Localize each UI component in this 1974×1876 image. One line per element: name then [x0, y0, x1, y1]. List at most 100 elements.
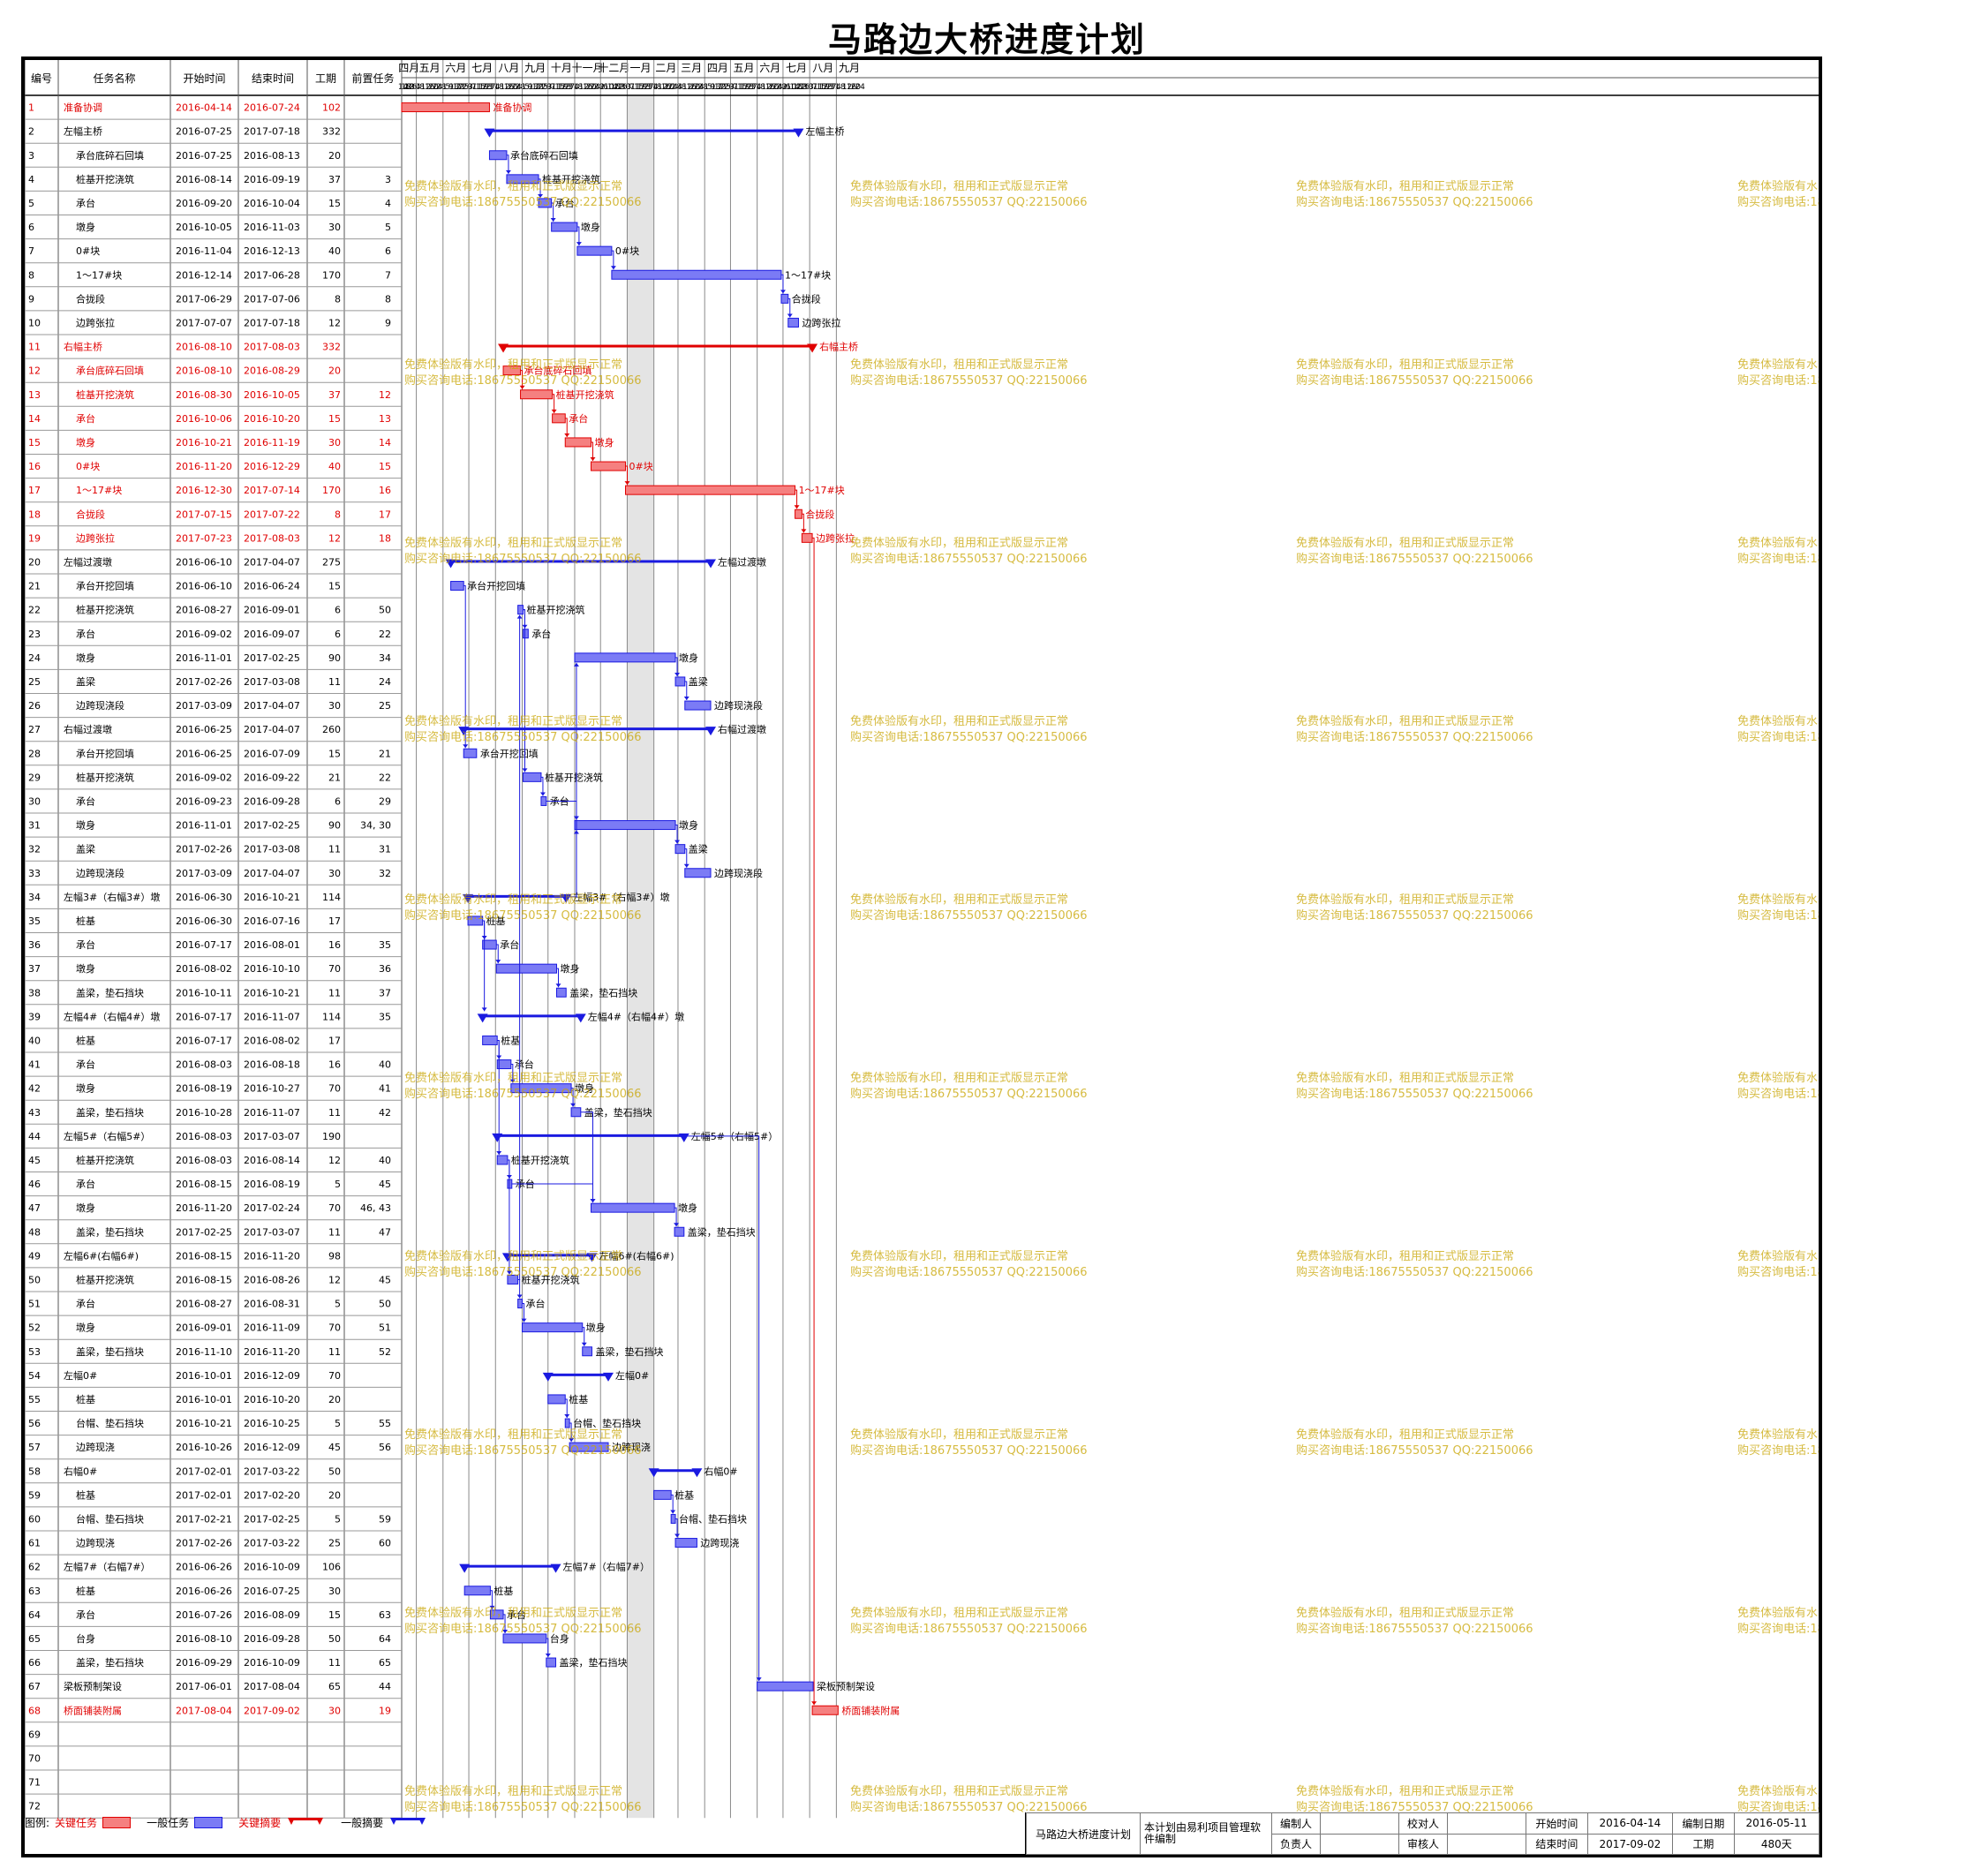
task-id: 60 [28, 1513, 41, 1525]
summary-start-marker [492, 1133, 503, 1142]
task-duration: 8 [335, 509, 341, 520]
watermark-text: 购买咨询电话:18675550537 QQ:22150066 [1296, 730, 1533, 744]
dependency-link [517, 1278, 521, 1299]
task-end: 2016-10-20 [244, 1394, 300, 1405]
bar-label: 左幅4#（右幅4#）墩 [588, 1010, 684, 1022]
day-tick-label: 8 [577, 83, 583, 92]
task-id: 26 [28, 700, 41, 712]
day-tick-label: 23 [561, 83, 571, 92]
gantt-frame: 四月 14 18 22 26 30 五月 4 8 12 16 20 24 28 六月 1 5 9 13 17 21 25 2… [21, 57, 1822, 1857]
dependency-arrow [550, 218, 556, 222]
task-id: 44 [28, 1131, 41, 1142]
bar-label: 桩基 [501, 1034, 520, 1046]
bar-label: 左幅7#（右幅7#） [563, 1561, 650, 1573]
task-id: 15 [28, 437, 41, 448]
day-tick-label: 22 [614, 83, 623, 92]
day-tick-label: 17 [714, 83, 724, 92]
task-name: 右幅主桥 [64, 341, 102, 353]
task-bar [522, 629, 529, 639]
task-name: 左幅7#（右幅7#） [64, 1561, 150, 1573]
task-predecessor: 36 [379, 963, 391, 975]
task-start: 2016-10-01 [176, 1394, 232, 1405]
dependency-arrow [674, 840, 681, 844]
dependency-arrow [570, 1103, 576, 1107]
task-duration: 12 [328, 1155, 341, 1166]
task-start: 2016-07-26 [176, 1609, 232, 1621]
task-id: 6 [28, 222, 34, 233]
day-tick-label: 9 [528, 83, 533, 92]
dependency-arrow [576, 242, 582, 246]
task-end: 2016-10-10 [244, 963, 300, 975]
task-start: 2017-03-09 [176, 700, 232, 712]
task-duration: 20 [328, 1394, 341, 1405]
task-start: 2016-12-30 [176, 485, 232, 496]
task-bar [576, 245, 613, 256]
task-name: 梁板预制架设 [64, 1680, 122, 1692]
task-id: 48 [28, 1226, 41, 1238]
bar-label: 桩基 [494, 1585, 513, 1597]
bar-label: 左幅过渡墩 [718, 555, 766, 568]
task-end: 2017-06-28 [244, 269, 300, 281]
legend-critical-label: 关键任务 [55, 1816, 98, 1829]
task-duration: 90 [328, 652, 341, 664]
task-start: 2016-04-14 [176, 102, 232, 114]
task-end: 2016-08-13 [244, 150, 300, 162]
task-duration: 6 [335, 795, 341, 807]
task-duration: 11 [328, 1226, 341, 1238]
bar-label: 承台 [555, 197, 575, 209]
dependency-arrow [519, 385, 525, 389]
task-id: 62 [28, 1562, 41, 1573]
task-name: 右幅0# [64, 1465, 97, 1477]
task-duration: 45 [328, 1442, 341, 1453]
watermark-text: 购买咨询电话:18675550537 QQ:22150066 [1737, 373, 1819, 388]
task-duration: 12 [328, 532, 341, 544]
task-name: 右幅过渡墩 [64, 723, 112, 735]
dependency-arrow [551, 409, 557, 413]
day-tick-label: 26 [407, 83, 418, 92]
watermark-text: 免费体验版有水印，租用和正式版显示正常 [1737, 536, 1819, 550]
dependency-arrow [624, 481, 630, 486]
task-id: 34 [28, 892, 41, 903]
day-tick-label: 12 [761, 83, 771, 92]
day-tick-label: 19 [478, 83, 489, 92]
bar-label: 桩基开挖浇筑 [556, 388, 614, 401]
task-bar [569, 1442, 609, 1452]
task-name: 墩身 [76, 652, 95, 664]
footer-checker-value [1447, 1812, 1527, 1835]
task-start: 2017-02-26 [176, 1538, 232, 1549]
task-name: 合拢段 [76, 508, 105, 520]
watermark-text: 免费体验版有水印，租用和正式版显示正常 [1296, 536, 1514, 550]
task-start: 2017-02-26 [176, 676, 232, 688]
summary-end-marker [603, 1372, 614, 1382]
task-id: 18 [28, 509, 41, 520]
task-predecessor: 42 [379, 1107, 391, 1119]
day-tick-label: 4 [836, 83, 841, 92]
dependency-arrow [581, 1342, 587, 1346]
dependency-link [576, 226, 580, 246]
summary-bar [463, 727, 712, 731]
dependency-arrow [539, 792, 546, 796]
task-predecessor: 37 [379, 987, 391, 998]
task-name: 盖梁，垫石挡块 [76, 1656, 144, 1669]
task-id: 67 [28, 1681, 41, 1692]
dependency-link [552, 394, 555, 413]
bar-label: 墩身 [679, 652, 698, 664]
dependency-link [812, 537, 815, 1706]
task-start: 2016-08-03 [176, 1155, 232, 1166]
task-name: 承台 [76, 938, 95, 951]
dependency-link [675, 657, 678, 676]
dependency-link [780, 274, 784, 294]
task-duration: 6 [335, 605, 341, 616]
watermark-text: 购买咨询电话:18675550537 QQ:22150066 [850, 1265, 1088, 1279]
task-duration: 5 [335, 1418, 341, 1429]
day-tick-label: 15 [554, 83, 564, 92]
task-predecessor: 5 [385, 222, 391, 233]
watermark-text: 免费体验版有水印，租用和正式版显示正常 [404, 1784, 622, 1798]
task-start: 2016-10-21 [176, 437, 232, 448]
day-tick-label: 20 [769, 83, 780, 92]
task-duration: 70 [328, 1202, 341, 1214]
day-tick-label: 16 [847, 83, 857, 92]
task-predecessor: 16 [379, 485, 391, 496]
day-tick-label: 13 [449, 83, 459, 92]
legend-critical-summary-icon [288, 1818, 324, 1825]
